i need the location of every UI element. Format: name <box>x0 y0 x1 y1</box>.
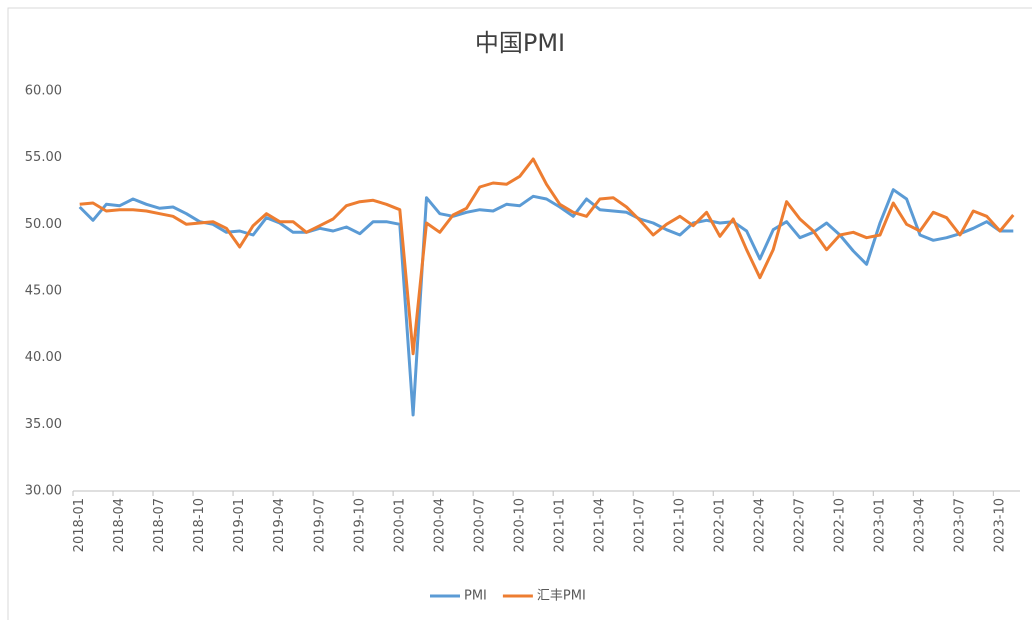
y-tick-label: 50.00 <box>25 217 62 232</box>
x-tick-label: 2023-01 <box>872 498 887 552</box>
chart-frame <box>7 7 1032 624</box>
series-line <box>79 157 1015 356</box>
y-tick-label: 55.00 <box>25 150 62 165</box>
x-tick-label: 2019-07 <box>312 498 327 552</box>
x-tick-label: 2022-01 <box>712 498 727 552</box>
x-tick-label: 2020-04 <box>432 498 447 552</box>
x-tick-label: 2021-10 <box>672 498 687 552</box>
chart-title: 中国PMI <box>475 29 565 57</box>
x-tick-label: 2018-01 <box>72 498 87 552</box>
y-tick-label: 40.00 <box>25 350 62 365</box>
x-tick-label: 2018-04 <box>112 498 127 552</box>
y-tick-label: 45.00 <box>25 284 62 299</box>
x-tick-label: 2022-07 <box>792 498 807 552</box>
x-tick-label: 2019-04 <box>272 498 287 552</box>
x-tick-label: 2022-04 <box>752 498 767 552</box>
y-tick-label: 60.00 <box>25 84 62 99</box>
x-tick-label: 2019-10 <box>352 498 367 552</box>
x-tick-label: 2021-07 <box>632 498 647 552</box>
y-tick-label: 30.00 <box>25 484 62 499</box>
x-tick-label: 2019-01 <box>232 498 247 552</box>
x-tick-label: 2023-07 <box>952 498 967 552</box>
x-tick-label: 2020-07 <box>472 498 487 552</box>
legend-label: PMI <box>464 589 487 604</box>
legend-label: 汇丰PMI <box>537 589 586 604</box>
x-tick-label: 2020-01 <box>392 498 407 552</box>
x-tick-label: 2021-01 <box>552 498 567 552</box>
x-tick-label: 2018-10 <box>192 498 207 552</box>
x-tick-label: 2023-10 <box>992 498 1007 552</box>
y-tick-label: 35.00 <box>25 417 62 432</box>
x-tick-label: 2018-07 <box>152 498 167 552</box>
x-tick-label: 2021-04 <box>592 498 607 552</box>
x-tick-label: 2023-04 <box>912 498 927 552</box>
series-line <box>78 188 1014 417</box>
x-tick-label: 2022-10 <box>832 498 847 552</box>
x-tick-label: 2020-10 <box>512 498 527 552</box>
